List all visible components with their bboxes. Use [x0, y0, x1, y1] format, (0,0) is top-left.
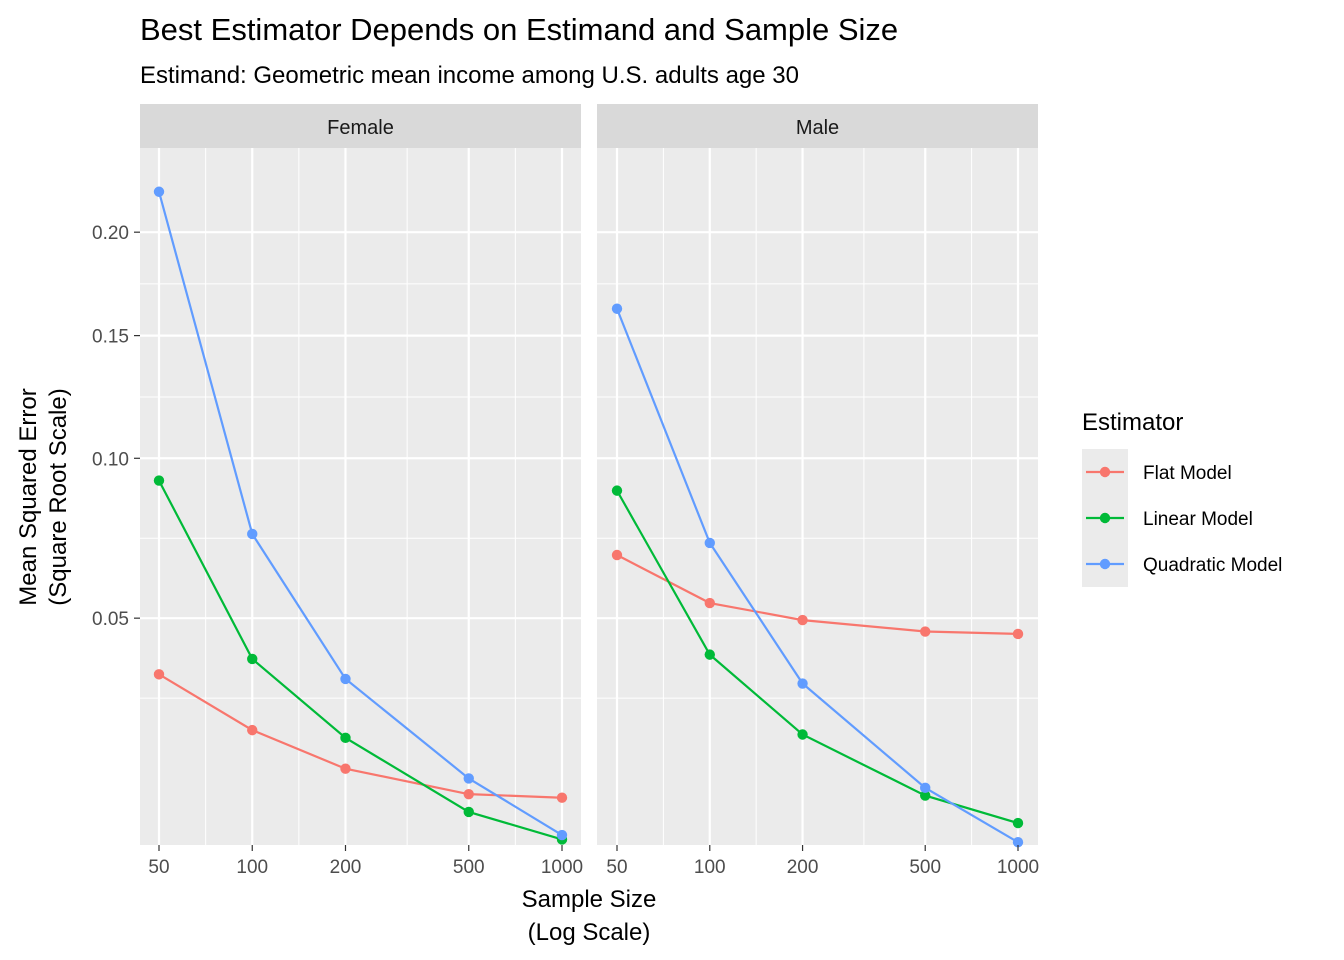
- data-point-flat-model: [1012, 628, 1024, 640]
- data-point-linear-model: [797, 729, 808, 740]
- x-tick-label: 1000: [997, 857, 1039, 878]
- legend-item-flat-model: Flat Model: [1082, 449, 1232, 495]
- data-point-linear-model: [611, 485, 623, 496]
- data-point-linear-model: [1012, 817, 1024, 829]
- y-axis-title-line2: (Square Root Scale): [45, 388, 72, 605]
- legend-label: Quadratic Model: [1143, 555, 1282, 576]
- data-point-flat-model: [704, 597, 715, 609]
- data-point-linear-model: [340, 732, 351, 744]
- data-point-flat-model: [463, 788, 474, 800]
- legend-label: Flat Model: [1143, 463, 1232, 484]
- x-tick-label: 200: [787, 857, 819, 878]
- y-axis-title: Mean Squared Error (Square Root Scale): [15, 388, 72, 605]
- data-point-flat-model: [611, 549, 623, 561]
- facet-strip-label: Male: [796, 117, 839, 139]
- legend: Estimator Flat Model Linear Model Quadrati…: [1082, 409, 1282, 587]
- data-point-flat-model: [247, 724, 258, 736]
- y-tick-label: 0.10: [92, 449, 129, 470]
- data-point-quadratic-model: [1012, 837, 1024, 848]
- data-point-linear-model: [704, 649, 715, 660]
- x-tick-label: 1000: [541, 857, 583, 878]
- x-tick-label: 50: [148, 857, 169, 878]
- data-point-quadratic-model: [463, 773, 474, 784]
- x-tick-label: 500: [453, 857, 485, 878]
- data-point-quadratic-model: [340, 673, 351, 685]
- panel-background: [597, 148, 1038, 845]
- x-axis: 50 100 200 500 1000 50 100 200 500 1000: [148, 845, 1039, 878]
- facet-panels: Female Male: [140, 104, 1038, 848]
- y-axis: 0.05 0.10 0.15 0.20: [92, 223, 140, 630]
- x-tick-label: 200: [330, 857, 362, 878]
- data-point-flat-model: [340, 763, 351, 774]
- chart-title: Best Estimator Depends on Estimand and S…: [140, 12, 898, 47]
- x-tick-label: 50: [606, 857, 627, 878]
- panel-background: [140, 148, 581, 845]
- data-point-linear-model: [247, 653, 258, 665]
- chart-subtitle: Estimand: Geometric mean income among U.…: [140, 62, 799, 89]
- facet-strip-label: Female: [327, 117, 394, 139]
- data-point-quadratic-model: [920, 782, 931, 794]
- data-point-quadratic-model: [556, 829, 568, 841]
- x-tick-label: 100: [236, 857, 268, 878]
- data-point-quadratic-model: [704, 537, 715, 549]
- x-axis-title-line1: Sample Size: [522, 886, 657, 913]
- legend-key-point: [1099, 558, 1111, 570]
- legend-key-point: [1099, 512, 1111, 524]
- facet-strip: [140, 104, 581, 148]
- data-point-flat-model: [797, 614, 808, 626]
- x-axis-title-line2: (Log Scale): [528, 919, 651, 946]
- y-tick-label: 0.20: [92, 223, 129, 244]
- panel-female: Female: [140, 104, 581, 845]
- legend-label: Linear Model: [1143, 509, 1253, 530]
- facet-strip: [597, 104, 1038, 148]
- data-point-quadratic-model: [247, 528, 258, 540]
- legend-item-linear-model: Linear Model: [1082, 495, 1253, 541]
- data-point-quadratic-model: [153, 186, 165, 197]
- data-point-flat-model: [153, 669, 165, 680]
- y-tick-label: 0.05: [92, 609, 129, 630]
- y-tick-label: 0.15: [92, 327, 129, 348]
- legend-title: Estimator: [1082, 409, 1183, 436]
- data-point-quadratic-model: [611, 303, 623, 314]
- x-tick-label: 500: [909, 857, 941, 878]
- data-point-quadratic-model: [797, 678, 808, 689]
- data-point-linear-model: [463, 806, 474, 818]
- legend-key-point: [1099, 466, 1111, 478]
- panel-male: Male: [597, 104, 1038, 848]
- y-axis-title-line1: Mean Squared Error: [15, 388, 42, 605]
- data-point-flat-model: [556, 792, 568, 803]
- legend-item-quadratic-model: Quadratic Model: [1082, 541, 1282, 587]
- x-tick-label: 100: [694, 857, 726, 878]
- data-point-flat-model: [920, 626, 931, 637]
- data-point-linear-model: [920, 790, 931, 801]
- data-point-linear-model: [153, 475, 165, 486]
